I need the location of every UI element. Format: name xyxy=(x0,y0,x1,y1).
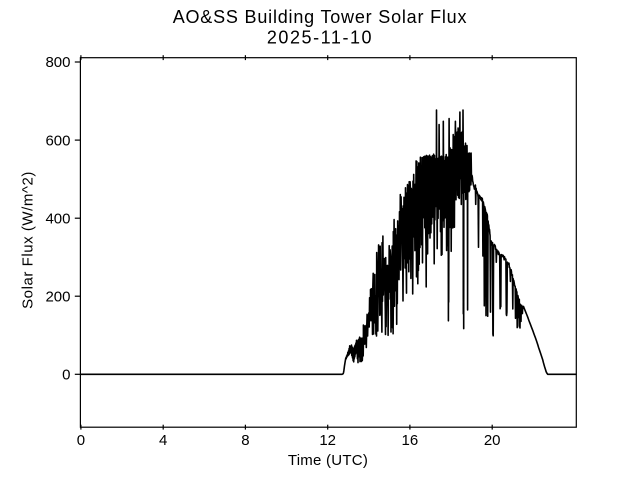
svg-text:AO&SS Building Tower Solar Flu: AO&SS Building Tower Solar Flux xyxy=(173,7,468,27)
svg-text:2025-11-10: 2025-11-10 xyxy=(267,28,373,48)
svg-text:200: 200 xyxy=(45,288,70,305)
svg-text:400: 400 xyxy=(45,210,70,227)
svg-text:0: 0 xyxy=(62,367,70,384)
svg-text:600: 600 xyxy=(45,132,70,149)
svg-text:20: 20 xyxy=(484,432,501,449)
svg-text:Solar Flux (W/m^2): Solar Flux (W/m^2) xyxy=(19,171,36,309)
svg-text:16: 16 xyxy=(402,432,419,449)
svg-text:0: 0 xyxy=(77,432,85,449)
svg-text:Time (UTC): Time (UTC) xyxy=(288,452,368,469)
svg-text:8: 8 xyxy=(241,432,249,449)
svg-text:12: 12 xyxy=(319,432,336,449)
svg-text:800: 800 xyxy=(45,54,70,71)
svg-text:4: 4 xyxy=(159,432,167,449)
